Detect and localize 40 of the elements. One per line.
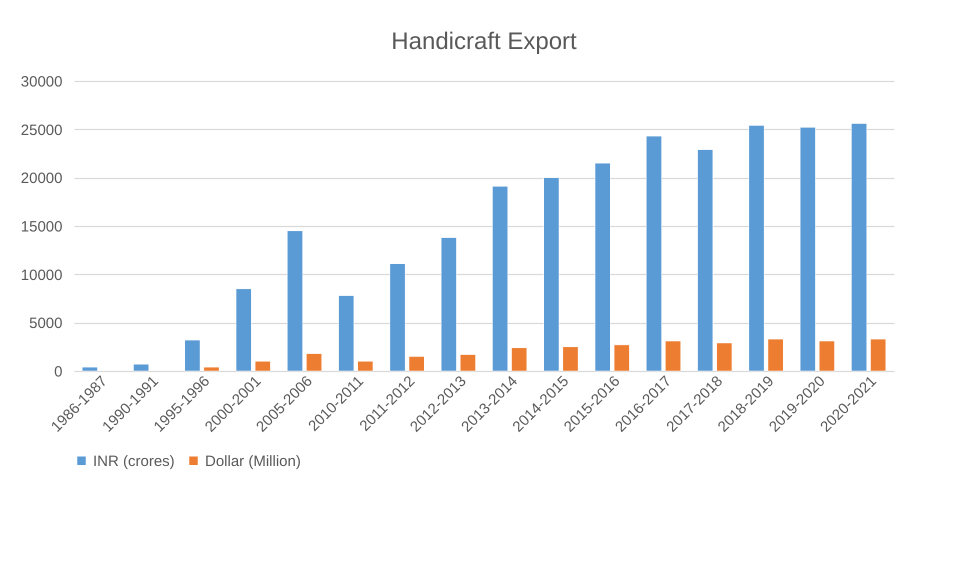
- bar: [646, 136, 662, 372]
- bar: [614, 344, 630, 372]
- bar: [408, 356, 425, 372]
- bar: [697, 149, 714, 372]
- bar: [511, 348, 528, 372]
- bar: [82, 366, 98, 372]
- bar: [818, 340, 835, 372]
- bar: [357, 361, 374, 372]
- bar: [562, 346, 578, 372]
- y-tick-label: 20000: [20, 170, 62, 188]
- bar: [338, 295, 354, 372]
- bar: [254, 361, 271, 372]
- bar: [492, 186, 508, 372]
- bar: [594, 162, 611, 372]
- bar: [543, 177, 560, 372]
- legend-label: Dollar (Million): [205, 452, 301, 470]
- y-tick-label: 30000: [20, 74, 62, 90]
- y-tick-label: 25000: [20, 122, 62, 139]
- bar: [768, 338, 784, 372]
- bar: [390, 263, 406, 372]
- chart-title: Handicraft Export: [391, 28, 578, 55]
- y-tick-label: 15000: [20, 218, 62, 236]
- bar: [800, 127, 816, 372]
- bar: [236, 288, 252, 372]
- bar: [440, 237, 457, 372]
- bar: [287, 230, 303, 372]
- bar: [306, 353, 322, 372]
- legend-label: INR (crores): [93, 452, 175, 470]
- y-tick-label: 10000: [20, 266, 62, 284]
- bar: [716, 342, 732, 372]
- bar: [665, 340, 681, 372]
- y-tick-label: 5000: [29, 315, 62, 332]
- y-tick-label: 0: [54, 364, 62, 380]
- bar: [184, 340, 200, 372]
- bar: [851, 123, 867, 372]
- bar: [204, 366, 220, 372]
- bar: [460, 354, 476, 372]
- bar: [748, 125, 764, 372]
- bar: [870, 338, 886, 372]
- bar: [133, 364, 150, 372]
